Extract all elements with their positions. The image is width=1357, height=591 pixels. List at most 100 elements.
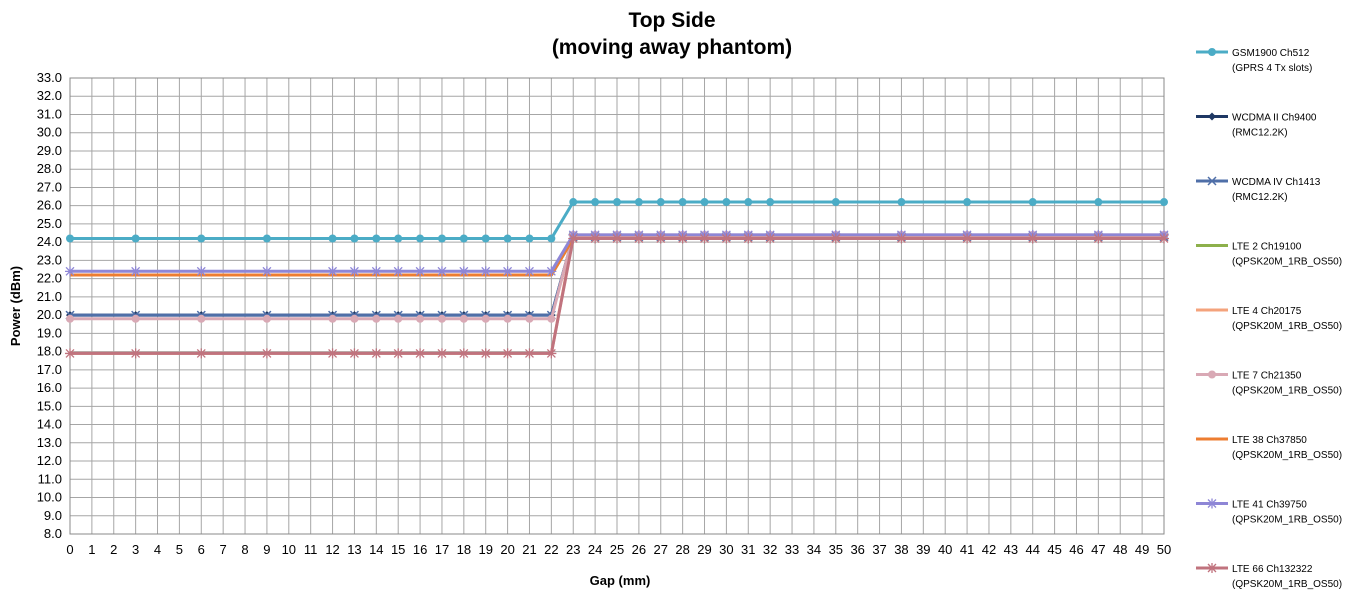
y-tick-label: 10.0 — [37, 490, 62, 505]
y-tick-label: 17.0 — [37, 362, 62, 377]
series-1-point — [723, 199, 730, 206]
x-tick-label: 14 — [369, 542, 383, 557]
series-1-point — [832, 199, 839, 206]
series-9-point — [962, 234, 972, 244]
series-8-point — [371, 266, 381, 276]
series-9-point — [568, 234, 578, 244]
x-tick-label: 23 — [566, 542, 580, 557]
legend-entry: LTE 2 Ch19100 (QPSK20M_1RB_OS50) — [1196, 242, 1342, 268]
y-tick-label: 25.0 — [37, 216, 62, 231]
legend-entry: LTE 4 Ch20175 (QPSK20M_1RB_OS50) — [1196, 306, 1342, 332]
x-tick-label: 9 — [263, 542, 270, 557]
series-8-point — [131, 266, 141, 276]
legend-entry: LTE 66 Ch132322 (QPSK20M_1RB_OS50) — [1196, 563, 1342, 590]
series-1-point — [373, 235, 380, 242]
series-6-point — [132, 315, 139, 322]
series-1-point — [592, 199, 599, 206]
series-1-point — [132, 235, 139, 242]
x-tick-label: 1 — [88, 542, 95, 557]
legend-label: LTE 2 Ch19100 — [1232, 242, 1302, 253]
x-tick-label: 47 — [1091, 542, 1105, 557]
x-tick-label: 44 — [1025, 542, 1039, 557]
x-tick-label: 48 — [1113, 542, 1127, 557]
y-tick-label: 11.0 — [38, 471, 62, 486]
x-tick-label: 35 — [829, 542, 843, 557]
legend-sublabel: (QPSK20M_1RB_OS50) — [1232, 579, 1342, 590]
y-tick-label: 9.0 — [44, 508, 62, 523]
series-9-point — [1159, 234, 1169, 244]
legend-entry: WCDMA II Ch9400 (RMC12.2K) — [1196, 113, 1317, 139]
legend-sublabel: (RMC12.2K) — [1232, 128, 1288, 139]
series-6-point — [438, 315, 445, 322]
legend-entry: LTE 7 Ch21350(QPSK20M_1RB_OS50) — [1196, 371, 1342, 397]
series-9-point — [1207, 563, 1217, 573]
legend-entry: LTE 38 Ch37850(QPSK20M_1RB_OS50) — [1196, 435, 1342, 461]
series-6-point — [1209, 371, 1216, 378]
legend-entry: WCDMA IV Ch1413 (RMC12.2K) — [1196, 177, 1321, 203]
y-tick-label: 16.0 — [37, 380, 62, 395]
legend-entry: LTE 41 Ch39750(QPSK20M_1RB_OS50) — [1196, 499, 1342, 526]
series-9-point — [678, 234, 688, 244]
x-tick-label: 27 — [654, 542, 668, 557]
y-tick-label: 15.0 — [37, 398, 62, 413]
series-6-point — [504, 315, 511, 322]
legend-sublabel: (GPRS 4 Tx slots) — [1232, 63, 1312, 74]
y-tick-label: 14.0 — [37, 417, 62, 432]
series-8-point — [196, 266, 206, 276]
y-axis-label: Power (dBm) — [8, 266, 23, 346]
series-8-point — [1207, 499, 1217, 509]
series-8-point — [481, 266, 491, 276]
series-9-point — [503, 348, 513, 358]
y-tick-label: 13.0 — [37, 435, 62, 450]
series-6-point — [373, 315, 380, 322]
legend: GSM1900 Ch512 (GPRS 4 Tx slots) WCDMA II C… — [1196, 48, 1342, 590]
x-tick-label: 40 — [938, 542, 952, 557]
series-9-point — [831, 234, 841, 244]
legend-label: WCDMA II Ch9400 — [1232, 113, 1317, 124]
series-9-point — [590, 234, 600, 244]
x-tick-label: 33 — [785, 542, 799, 557]
x-tick-label: 29 — [697, 542, 711, 557]
x-tick-label: 11 — [304, 542, 318, 557]
series-1-point — [964, 199, 971, 206]
series-9-point — [65, 348, 75, 358]
x-tick-label: 26 — [632, 542, 646, 557]
y-tick-label: 19.0 — [37, 325, 62, 340]
series-6-point — [329, 315, 336, 322]
chart-title-line-1: Top Side — [628, 9, 715, 32]
x-tick-label: 6 — [198, 542, 205, 557]
legend-label: GSM1900 Ch512 — [1232, 48, 1310, 59]
series-9-point — [524, 348, 534, 358]
series-1-point — [526, 235, 533, 242]
series-1-point — [417, 235, 424, 242]
x-tick-label: 15 — [391, 542, 405, 557]
series-1-point — [635, 199, 642, 206]
x-tick-label: 49 — [1135, 542, 1149, 557]
y-tick-label: 32.0 — [37, 88, 62, 103]
y-tick-label: 27.0 — [37, 179, 62, 194]
x-tick-label: 16 — [413, 542, 427, 557]
series-9-point — [196, 348, 206, 358]
legend-label: LTE 38 Ch37850 — [1232, 435, 1307, 446]
series-8-point — [546, 266, 556, 276]
series-1-point — [263, 235, 270, 242]
legend-label: WCDMA IV Ch1413 — [1232, 177, 1321, 188]
x-tick-label: 24 — [588, 542, 602, 557]
x-tick-label: 17 — [435, 542, 449, 557]
x-tick-label: 34 — [807, 542, 821, 557]
x-tick-label: 50 — [1157, 542, 1171, 557]
legend-label: LTE 7 Ch21350 — [1232, 371, 1302, 382]
x-tick-label: 41 — [960, 542, 974, 557]
legend-sublabel: (QPSK20M_1RB_OS50) — [1232, 257, 1342, 268]
x-tick-label: 10 — [282, 542, 296, 557]
series-8-point — [415, 266, 425, 276]
series-1-point — [570, 199, 577, 206]
series-6-point — [67, 315, 74, 322]
series-9-point — [371, 348, 381, 358]
series-6-point — [351, 315, 358, 322]
y-tick-label: 31.0 — [37, 106, 62, 121]
series-9-point — [1093, 234, 1103, 244]
x-tick-label: 46 — [1069, 542, 1083, 557]
y-tick-label: 12.0 — [37, 453, 62, 468]
